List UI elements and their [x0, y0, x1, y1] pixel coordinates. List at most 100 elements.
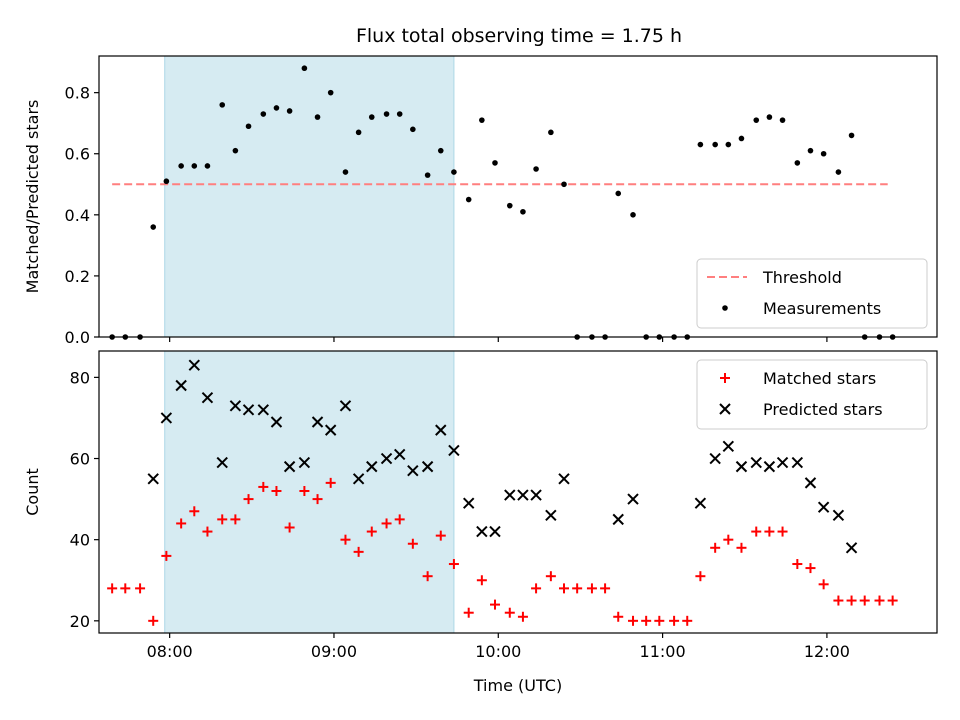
measurement-point [191, 163, 198, 169]
predicted-star-point [380, 452, 393, 465]
matched-star-point [258, 481, 269, 492]
predicted-star-point [435, 424, 447, 436]
measurement-point [630, 212, 636, 218]
y-tick-label: 80 [70, 368, 90, 387]
matched-star-point [710, 542, 721, 553]
observing-window-shade [164, 55, 455, 338]
measurement-point [342, 169, 349, 175]
measurement-point [219, 102, 226, 108]
predicted-star-point [776, 456, 789, 469]
matched-star-point [299, 485, 310, 496]
predicted-star-point [530, 489, 542, 501]
matched-star-point [682, 615, 693, 626]
matched-star-point [723, 534, 734, 545]
matched-star-point [366, 526, 377, 537]
predicted-star-point [722, 440, 735, 453]
legend-measurement-swatch [722, 305, 728, 311]
measurement-point [163, 178, 170, 185]
matched-star-point [792, 559, 803, 570]
matched-star-point [189, 506, 200, 517]
matched-star-point [559, 583, 570, 594]
top-panel: 0.0 0.2 0.4 0.6 0.8 Matched/Predicted stars Th… [23, 55, 938, 347]
predicted-star-point [147, 473, 159, 485]
predicted-star-point [694, 497, 707, 509]
matched-star-point [833, 595, 844, 606]
y-axis-label: Count [23, 468, 42, 516]
measurement-point [178, 163, 184, 169]
predicted-star-point [407, 464, 419, 477]
predicted-star-point [366, 460, 378, 473]
predicted-star-point [175, 379, 187, 392]
x-tick-label: 10:00 [475, 642, 521, 661]
predicted-star-point [324, 424, 337, 436]
matched-star-point [736, 542, 747, 553]
predicted-star-point [517, 489, 529, 501]
y-tick-label: 0.2 [65, 267, 90, 286]
matched-star-point [751, 526, 762, 537]
measurement-point [451, 169, 457, 175]
matched-star-point [874, 595, 885, 606]
predicted-star-point [627, 493, 639, 505]
predicted-star-point [216, 456, 228, 469]
measurement-point [835, 169, 842, 175]
matched-star-point [572, 583, 583, 594]
matched-star-point [448, 559, 459, 570]
predicted-star-point [448, 444, 460, 457]
matched-star-point [764, 526, 775, 537]
measurement-point [492, 160, 498, 166]
predicted-star-point [188, 359, 201, 371]
predicted-star-point [817, 501, 830, 513]
matched-star-point [148, 615, 159, 626]
x-tick-label: 08:00 [147, 642, 193, 661]
predicted-star-point [735, 460, 748, 473]
predicted-star-point [791, 456, 804, 469]
predicted-star-point [393, 448, 406, 461]
measurement-point [437, 147, 444, 154]
matched-star-point [476, 575, 487, 586]
measurement-point [232, 147, 239, 154]
matched-star-point [613, 611, 624, 622]
matched-star-point [859, 595, 870, 606]
series-predicted-stars [147, 359, 858, 554]
measurement-point [479, 117, 485, 123]
measurement-point [779, 117, 786, 123]
measurement-point [424, 172, 431, 178]
predicted-star-point [750, 456, 762, 469]
y-tick-label: 0.8 [65, 84, 90, 103]
matched-star-point [489, 599, 500, 610]
predicted-star-point [242, 404, 255, 416]
matched-star-point [176, 518, 187, 529]
matched-star-point [407, 538, 418, 549]
measurement-point [355, 129, 362, 136]
measurement-point [794, 160, 801, 166]
legend: Matched stars Predicted stars [696, 359, 928, 430]
predicted-star-point [804, 477, 817, 489]
predicted-star-point [311, 416, 324, 428]
legend: Threshold Measurements [696, 258, 928, 329]
x-tick-label: 09:00 [311, 642, 357, 661]
measurement-point [807, 147, 814, 154]
predicted-star-point [504, 489, 516, 501]
legend-box [696, 359, 928, 430]
predicted-star-point [489, 525, 501, 538]
y-tick-label: 20 [70, 612, 90, 631]
predicted-star-point [462, 497, 475, 509]
measurement-point [820, 150, 827, 157]
predicted-star-point [339, 400, 352, 412]
legend-label: Predicted stars [763, 400, 883, 419]
matched-star-point [422, 571, 433, 582]
measurement-point [506, 202, 513, 209]
y-tick-label: 40 [70, 531, 90, 550]
matched-star-point [805, 563, 816, 574]
measurement-point [396, 111, 403, 117]
measurement-point [204, 163, 211, 169]
matched-star-point [846, 595, 857, 606]
measurement-point [383, 111, 390, 117]
matched-star-point [654, 615, 665, 626]
matched-star-point [517, 611, 528, 622]
legend-label: Threshold [762, 268, 842, 287]
x-tick-label: 11:00 [640, 642, 686, 661]
measurement-point [548, 129, 554, 136]
legend-label: Measurements [763, 299, 881, 318]
measurement-point [520, 208, 526, 215]
